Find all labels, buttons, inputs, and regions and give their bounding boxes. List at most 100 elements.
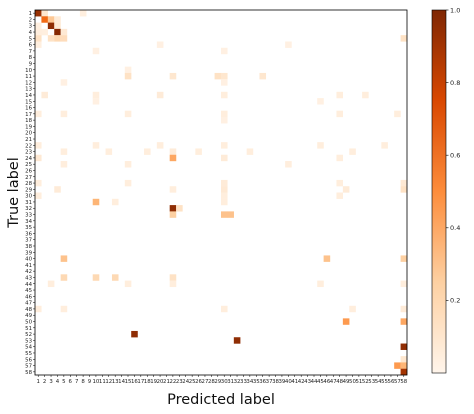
heatmap-cell [41, 91, 48, 99]
heatmap-cell [156, 41, 164, 48]
colorbar-tick-label: 0.6 [450, 152, 460, 160]
heatmap-cell [169, 274, 177, 281]
heatmap-cell [124, 280, 132, 288]
heatmap-cell [400, 318, 408, 325]
x-tick-label: 10 [93, 379, 100, 385]
y-tick-label: 41 [25, 263, 32, 269]
y-tick-label: 36 [25, 231, 32, 237]
heatmap-cell [169, 148, 177, 155]
y-tick-label: 30 [25, 194, 32, 200]
y-tick-label: 38 [25, 244, 32, 250]
y-tick-label: 46 [25, 294, 32, 300]
y-axis-label: True label [6, 157, 22, 228]
x-tick-label: 41 [291, 379, 298, 385]
heatmap-cell [349, 148, 356, 155]
heatmap-cell [41, 28, 48, 36]
x-tick-label: 23 [176, 379, 183, 385]
heatmap-cell [47, 22, 55, 30]
x-tick-label: 46 [323, 379, 330, 385]
x-tick-label: 14 [118, 379, 125, 385]
heatmap-cell [400, 362, 408, 369]
colorbar-tick-label: 0.2 [450, 297, 460, 305]
y-tick-label: 34 [25, 219, 32, 225]
y-tick-label: 57 [25, 364, 32, 370]
heatmap-cell [35, 154, 42, 162]
heatmap-cells [35, 10, 408, 376]
heatmap-cell [169, 186, 177, 193]
y-tick-label: 13 [25, 87, 32, 93]
x-tick-label: 24 [182, 379, 189, 385]
heatmap-cell [35, 179, 42, 187]
heatmap-cell [60, 110, 68, 118]
heatmap-cell [92, 274, 100, 281]
y-tick-label: 51 [25, 326, 32, 332]
x-tick-label: 21 [163, 379, 170, 385]
x-tick-label: 49 [343, 379, 350, 385]
x-tick-label: 36 [259, 379, 266, 385]
y-tick-label: 5 [29, 36, 32, 42]
x-tick-label: 6 [69, 379, 73, 385]
x-tick-label: 48 [336, 379, 343, 385]
heatmap-cell [381, 142, 388, 149]
x-tick-label: 39 [279, 379, 286, 385]
y-tick-label: 11 [25, 74, 32, 80]
colorbar-ticks: 0.2 0.4 0.6 0.8 1.0 [446, 6, 460, 305]
x-tick-label: 7 [75, 379, 78, 385]
heatmap-cell [54, 22, 61, 30]
heatmap-cell [259, 72, 267, 80]
heatmap-cell [221, 47, 228, 55]
y-tick-label: 19 [25, 124, 32, 130]
heatmap-cell [54, 16, 61, 23]
heatmap-cell [323, 255, 331, 262]
heatmap-cell [60, 255, 68, 262]
x-tick-label: 26 [195, 379, 202, 385]
x-tick-label: 42 [298, 379, 305, 385]
y-tick-label: 21 [25, 137, 32, 143]
heatmap-cell [111, 274, 119, 281]
x-tick-label: 56 [388, 379, 395, 385]
heatmap-cell [400, 35, 408, 42]
x-tick-label: 54 [375, 379, 382, 385]
heatmap-cell [54, 186, 61, 193]
heatmap-cell [60, 305, 68, 313]
y-tick-label: 54 [25, 345, 32, 351]
heatmap-cell [221, 198, 228, 206]
heatmap-cell [176, 205, 183, 212]
heatmap-cell [124, 161, 132, 168]
heatmap-cell [124, 179, 132, 187]
heatmap-cell [221, 110, 228, 118]
y-tick-label: 28 [25, 181, 32, 187]
y-tick-label: 52 [25, 332, 32, 338]
x-tick-label: 20 [157, 379, 164, 385]
x-tick-label: 47 [330, 379, 337, 385]
y-tick-label: 48 [25, 307, 32, 313]
x-tick-label: 34 [246, 379, 253, 385]
y-tick-label: 24 [25, 156, 32, 162]
heatmap-cell [317, 142, 324, 149]
heatmap-cell [221, 79, 228, 86]
heatmap-cell [221, 116, 228, 124]
y-tick-label: 25 [25, 162, 32, 168]
heatmap-cell [362, 91, 369, 99]
y-tick-label: 50 [25, 320, 32, 326]
heatmap-cell [400, 255, 408, 262]
heatmap-cell [156, 91, 164, 99]
y-tick-label: 39 [25, 250, 32, 256]
heatmap-cell [400, 186, 408, 193]
y-tick-label: 44 [25, 282, 32, 288]
x-tick-label: 52 [362, 379, 369, 385]
heatmap-cell [47, 16, 55, 23]
y-tick-label: 49 [25, 313, 32, 319]
y-tick-label: 8 [29, 55, 33, 61]
x-tick-label: 30 [221, 379, 228, 385]
y-tick-label: 27 [25, 175, 32, 181]
heatmap-cell [221, 154, 228, 162]
x-tick-label: 43 [304, 379, 311, 385]
plot-frame [34, 9, 408, 376]
heatmap-cell [92, 98, 100, 105]
heatmap-cell [400, 305, 408, 313]
heatmap-cell [92, 47, 100, 55]
heatmap-cell [79, 10, 87, 17]
heatmap-cell [124, 72, 132, 80]
y-tick-label: 42 [25, 269, 32, 275]
